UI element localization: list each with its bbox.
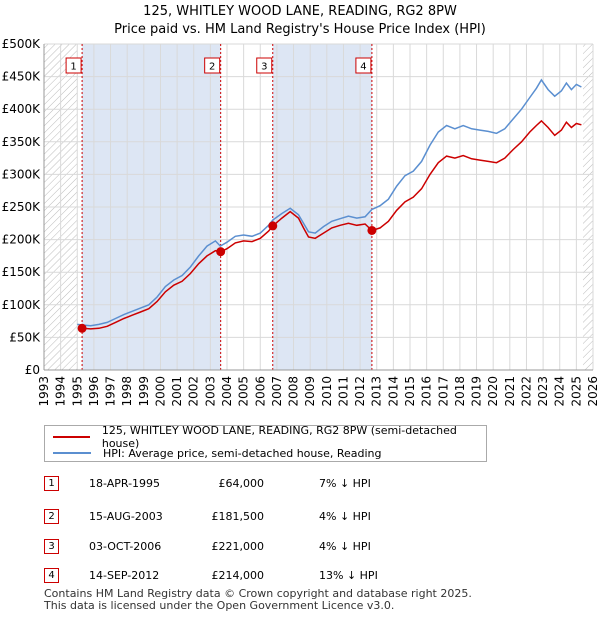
x-tick-label: 1997 [104,376,118,407]
x-tick-label: 2012 [353,376,367,407]
y-tick-label: £250K [2,200,42,214]
sale-number-badge: 3 [44,539,59,554]
legend-label-price: 125, WHITLEY WOOD LANE, READING, RG2 8PW… [101,424,457,450]
sale-price: £214,000 [211,569,265,582]
sale-date: 15-AUG-2003 [89,510,163,523]
sale-date: 03-OCT-2006 [89,540,162,553]
sale-point [367,225,377,235]
sale-hpi-diff: 4% ↓ HPI [319,510,371,523]
y-tick-label: £100K [2,298,42,312]
sale-hpi-diff: 7% ↓ HPI [319,477,371,490]
x-tick-label: 2020 [486,376,500,407]
x-tick-label: 2017 [436,376,450,407]
sale-number-badge: 4 [44,568,59,583]
y-tick-label: £200K [2,233,42,247]
x-tick-label: 1996 [87,376,101,407]
x-tick-label: 2006 [253,376,267,407]
sale-number-badge: 2 [44,509,59,524]
y-tick-label: £300K [2,167,42,181]
x-tick-label: 2026 [586,376,600,407]
x-tick-label: 2022 [519,376,533,407]
legend-line-price [53,436,90,438]
x-tick-label: 2018 [453,376,467,407]
series-line [77,78,582,327]
x-tick-label: 2019 [470,376,484,407]
sale-marker-label: 3 [261,62,267,73]
sale-row: 4 14-SEP-2012 £214,000 13% ↓ HPI [44,567,464,587]
x-tick-label: 1995 [70,376,84,407]
sale-marker-box [256,57,273,74]
sale-date: 14-SEP-2012 [89,569,160,582]
x-tick-label: 1998 [120,376,134,407]
x-tick-label: 1994 [54,376,68,407]
x-tick-label: 2015 [403,376,417,407]
x-tick-label: 2023 [536,376,550,407]
x-tick-label: 2001 [170,376,184,407]
sale-point [216,247,226,257]
sale-row: 3 03-OCT-2006 £221,000 4% ↓ HPI [44,538,464,558]
sale-point [77,323,87,333]
x-tick-label: 2004 [220,376,234,407]
legend-line-hpi [53,452,91,454]
legend-item-price: 125, WHITLEY WOOD LANE, READING, RG2 8PW… [53,424,486,450]
x-tick-label: 2025 [569,376,583,407]
legend-label-hpi: HPI: Average price, semi-detached house,… [103,446,382,460]
y-tick-label: £0 [25,363,40,377]
x-tick-label: 2010 [320,376,334,407]
x-tick-label: 2003 [203,376,217,407]
legend-item-hpi: HPI: Average price, semi-detached house,… [53,446,382,460]
sale-price: £181,500 [211,510,265,523]
sale-row: 1 18-APR-1995 £64,000 7% ↓ HPI [44,475,464,495]
chart-title: 125, WHITLEY WOOD LANE, READING, RG2 8PW [143,4,457,19]
x-tick-label: 2007 [270,376,284,407]
footer-credits: Contains HM Land Registry data © Crown c… [44,588,472,612]
footer-license: This data is licensed under the Open Gov… [44,599,395,612]
sale-point [268,221,278,231]
x-tick-label: 2016 [420,376,434,407]
x-tick-label: 2013 [370,376,384,407]
x-tick-label: 2008 [287,376,301,407]
chart-subtitle: Price paid vs. HM Land Registry's House … [114,22,486,37]
sale-row: 2 15-AUG-2003 £181,500 4% ↓ HPI [44,508,464,528]
price-chart: £0 £50K £100K £150K £200K £250K £300K £350K £400… [2,37,600,407]
sale-marker-box [65,57,82,74]
legend: 125, WHITLEY WOOD LANE, READING, RG2 8PW… [44,424,487,462]
sale-price: £221,000 [211,540,265,553]
x-tick-label: 2009 [303,376,317,407]
y-tick-label: £350K [2,135,42,149]
x-tick-label: 2024 [553,376,567,407]
series-line [82,119,582,330]
sale-marker-label: 4 [360,62,366,73]
sale-marker-box [355,57,372,74]
sale-marker-box [204,57,221,74]
x-tick-label: 2014 [386,376,400,407]
y-tick-label: £150K [2,265,42,279]
x-tick-label: 2005 [237,376,251,407]
x-tick-label: 1993 [37,376,51,407]
x-tick-label: 2021 [503,376,517,407]
sale-price: £64,000 [218,477,265,490]
sale-date: 18-APR-1995 [89,477,161,490]
x-tick-label: 2000 [153,376,167,407]
sale-hpi-diff: 13% ↓ HPI [319,569,378,582]
x-tick-label: 2002 [187,376,201,407]
y-tick-label: £450K [2,70,42,84]
sale-number-badge: 1 [44,476,59,491]
y-tick-label: £500K [2,37,42,51]
footer-copyright: Contains HM Land Registry data © Crown c… [44,587,472,600]
y-tick-label: £400K [2,102,42,116]
x-tick-label: 2011 [336,376,350,407]
x-tick-label: 1999 [137,376,151,407]
sale-marker-label: 2 [209,62,215,73]
y-tick-label: £50K [9,330,41,344]
sale-hpi-diff: 4% ↓ HPI [319,540,371,553]
sale-marker-label: 1 [70,62,76,73]
